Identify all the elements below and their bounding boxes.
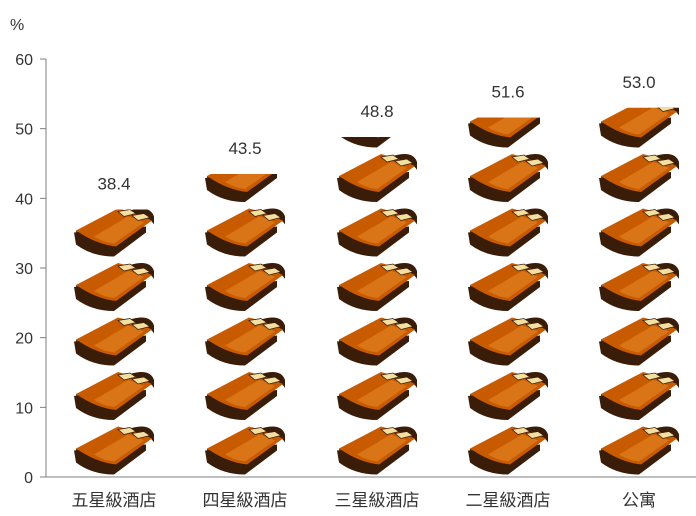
y-ticks: 0 10 20 30 40 50 60: [15, 52, 46, 487]
bed-icon: [205, 173, 277, 202]
bed-icon: [468, 263, 548, 311]
bar: [599, 107, 679, 475]
bed-icon: [468, 372, 548, 420]
bed-icon: [599, 426, 679, 475]
bed-icon: [205, 208, 285, 257]
y-tick-label: 40: [15, 191, 33, 208]
x-tick-label: 五星級酒店: [72, 491, 157, 510]
data-label: 48.8: [360, 102, 393, 121]
bed-icon: [74, 209, 154, 257]
bar: [205, 173, 285, 475]
y-tick-label: 20: [15, 331, 33, 348]
x-tick-label: 二星級酒店: [466, 491, 551, 510]
bed-icon: [74, 426, 154, 475]
bed-icon: [468, 317, 548, 366]
bar: [74, 209, 154, 475]
bed-icon: [74, 317, 154, 366]
bed-icon: [205, 317, 285, 366]
y-tick-label: 10: [15, 400, 33, 417]
x-tick-label: 四星級酒店: [203, 491, 288, 510]
bed-icon: [599, 372, 679, 420]
bed-icon: [74, 372, 154, 420]
bed-icon: [599, 263, 679, 311]
bed-icon: [599, 107, 679, 148]
bed-icon: [599, 208, 679, 257]
data-label: 38.4: [97, 174, 130, 193]
y-tick-label: 0: [24, 470, 33, 487]
bed-icon: [205, 263, 285, 311]
bed-icon: [337, 372, 417, 420]
bed-icon: [337, 208, 417, 257]
data-label: 53.0: [622, 73, 655, 92]
bed-icon: [468, 208, 548, 257]
bed-icon: [468, 117, 540, 148]
data-label: 43.5: [228, 139, 261, 158]
value-labels: 38.4 43.5 48.8 51.6 53.0: [97, 73, 655, 194]
bars: [74, 107, 679, 475]
y-axis-unit-label: %: [10, 17, 24, 34]
bed-icon: [337, 263, 417, 311]
bed-icon: [337, 426, 417, 475]
bed-icon: [337, 154, 417, 202]
bed-icon: [599, 154, 679, 202]
data-label: 51.6: [491, 83, 524, 102]
x-tick-label: 公寓: [622, 491, 656, 510]
y-tick-label: 60: [15, 52, 33, 69]
bed-icon: [74, 263, 154, 311]
bed-icon: [599, 317, 679, 366]
bed-icon: [205, 426, 285, 475]
bar: [337, 137, 417, 475]
x-labels: 五星級酒店 四星級酒店 三星級酒店 二星級酒店 公寓: [72, 491, 657, 510]
bar: [468, 117, 548, 475]
bed-icon: [337, 317, 417, 366]
bed-icon: [468, 154, 548, 202]
bed-icon: [205, 372, 285, 420]
bed-icon: [341, 137, 391, 148]
x-tick-label: 三星級酒店: [335, 491, 420, 510]
y-tick-label: 30: [15, 261, 33, 278]
bed-icon: [468, 426, 548, 475]
y-tick-label: 50: [15, 122, 33, 139]
